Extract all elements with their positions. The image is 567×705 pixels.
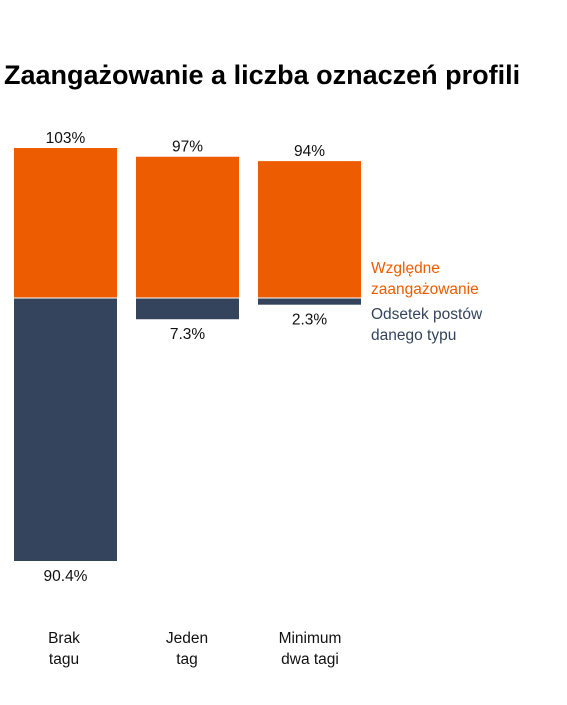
legend-entry-post-share: Odsetek postów danego typu — [371, 306, 483, 344]
bar-post-share — [136, 298, 239, 320]
data-label-relative-engagement: 97% — [172, 139, 203, 156]
data-label-post-share: 2.3% — [292, 312, 328, 329]
bar-post-share — [14, 298, 117, 562]
category-label: Minimum dwa tagi — [278, 630, 342, 668]
bar-relative-engagement — [14, 148, 117, 298]
bar-relative-engagement — [258, 161, 361, 298]
chart-title: Zaangażowanie a liczba oznaczeń profili — [4, 60, 521, 90]
data-label-relative-engagement: 94% — [294, 143, 325, 160]
data-label-post-share: 90.4% — [44, 568, 88, 585]
category-label: Brak tagu — [48, 630, 80, 668]
data-label-post-share: 7.3% — [170, 326, 206, 343]
bar-post-share — [258, 298, 361, 305]
category-label: Jeden tag — [165, 630, 209, 668]
data-label-relative-engagement: 103% — [46, 130, 86, 147]
bar-relative-engagement — [136, 156, 239, 298]
legend-entry-relative-engagement: Względne zaangażowanie — [371, 260, 479, 298]
